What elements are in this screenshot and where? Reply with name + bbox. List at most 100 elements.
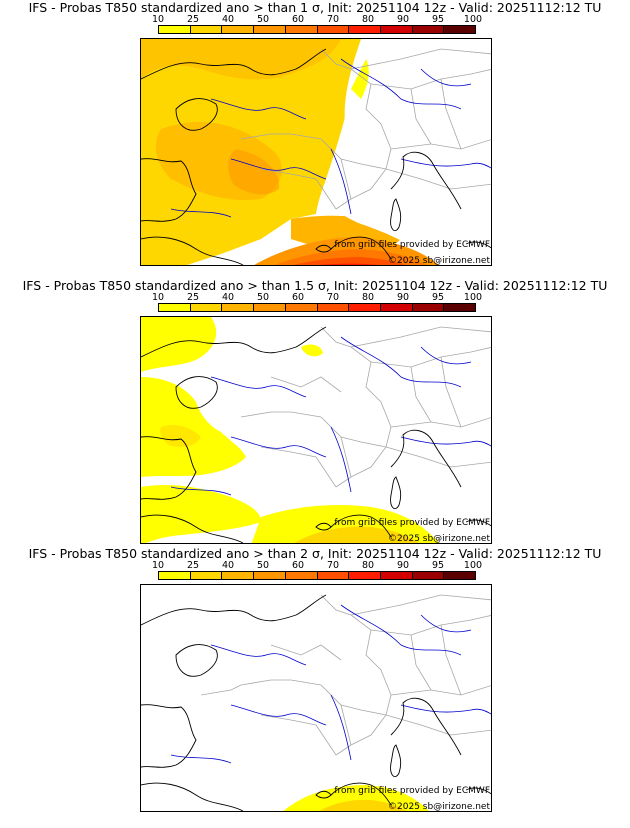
colorbar-label: 10 [151, 292, 165, 303]
colorbar-swatch [190, 26, 223, 33]
colorbar-label: 10 [151, 560, 165, 571]
colorbar-label: 90 [396, 292, 410, 303]
colorbar-swatch [349, 304, 381, 311]
fill-70-south [293, 257, 406, 265]
colorbar-swatch [380, 304, 413, 311]
colorbar-swatch [317, 26, 350, 33]
map-panel-1sigma: IFS - Probas T850 standardized ano > tha… [0, 0, 630, 270]
borders [200, 594, 491, 756]
map-panel-1.5sigma: IFS - Probas T850 standardized ano > tha… [0, 278, 630, 548]
colorbar-label: 95 [431, 560, 445, 571]
colorbar-label: 50 [256, 292, 270, 303]
credit-source: from grib files provided by ECMWF [334, 786, 490, 796]
panel-title: IFS - Probas T850 standardized ano > tha… [22, 278, 608, 293]
colorbar-swatch [254, 26, 286, 33]
colorbar-label: 80 [361, 292, 375, 303]
colorbar-label: 40 [221, 14, 235, 25]
colorbar-swatch [412, 572, 445, 579]
colorbar-swatch [190, 304, 223, 311]
colorbar [158, 571, 476, 580]
rivers [170, 336, 491, 496]
colorbar-label: 70 [326, 560, 340, 571]
colorbar-label: 100 [463, 560, 483, 571]
fill-25-med [319, 799, 407, 811]
map-svg [141, 594, 491, 811]
colorbar-label: 100 [463, 292, 483, 303]
colorbar-swatch [285, 572, 318, 579]
colorbar-swatch [285, 26, 318, 33]
colorbar-swatch [222, 26, 255, 33]
credit-copyright: ©2025 sb@irizone.net [388, 256, 490, 266]
colorbar-swatch [190, 572, 223, 579]
fill-80-south [318, 263, 380, 265]
colorbar-swatch [444, 26, 476, 33]
colorbar-swatch [412, 26, 445, 33]
colorbar-label: 10 [151, 14, 165, 25]
fill-40-center [228, 149, 280, 195]
colorbar-labels: 10 25 40 50 60 70 80 90 95 100 [152, 292, 482, 304]
colorbar [158, 303, 476, 312]
fill-east-clear [325, 39, 491, 265]
colorbar-label: 40 [221, 560, 235, 571]
fill-10-west [141, 317, 217, 372]
colorbar-label: 60 [291, 14, 305, 25]
colorbar-swatch [159, 572, 191, 579]
colorbar-label: 50 [256, 560, 270, 571]
coastlines [141, 326, 491, 543]
colorbar-label: 90 [396, 14, 410, 25]
borders [240, 48, 491, 210]
colorbar-swatch [222, 304, 255, 311]
probability-map [140, 316, 492, 544]
colorbar-swatch [285, 304, 318, 311]
credit-source: from grib files provided by ECMWF [334, 518, 490, 528]
probability-map [140, 38, 492, 266]
colorbar-swatch [159, 26, 191, 33]
colorbar-label: 25 [186, 560, 200, 571]
colorbar-swatch [444, 304, 476, 311]
colorbar-label: 60 [291, 292, 305, 303]
colorbar-label: 70 [326, 292, 340, 303]
coastlines [141, 48, 491, 265]
credit-copyright: ©2025 sb@irizone.net [388, 802, 490, 812]
colorbar-swatch [254, 572, 286, 579]
coastlines [141, 594, 491, 811]
colorbar-labels: 10 25 40 50 60 70 80 90 95 100 [152, 14, 482, 26]
colorbar-label: 90 [396, 560, 410, 571]
credit-source: from grib files provided by ECMWF [334, 240, 490, 250]
fill-10-patch [301, 344, 323, 357]
colorbar-labels: 10 25 40 50 60 70 80 90 95 100 [152, 560, 482, 572]
colorbar-swatch [412, 304, 445, 311]
colorbar-label: 50 [256, 14, 270, 25]
colorbar-label: 100 [463, 14, 483, 25]
colorbar-label: 60 [291, 560, 305, 571]
colorbar [158, 25, 476, 34]
colorbar-swatch [317, 304, 350, 311]
colorbar-swatch [254, 304, 286, 311]
borders [240, 326, 491, 488]
colorbar-swatch [349, 572, 381, 579]
fill-25-north [141, 39, 341, 80]
fill-10-westcoast [141, 377, 246, 457]
colorbar-swatch [317, 572, 350, 579]
map-svg [141, 39, 491, 265]
fill-25-biscay [160, 425, 201, 447]
fill-10-med [283, 785, 429, 811]
colorbar-label: 25 [186, 14, 200, 25]
map-svg [141, 317, 491, 543]
colorbar-swatch [380, 26, 413, 33]
probability-map [140, 584, 492, 812]
colorbar-swatch [444, 572, 476, 579]
panel-title: IFS - Probas T850 standardized ano > tha… [28, 0, 602, 15]
colorbar-label: 70 [326, 14, 340, 25]
panel-title: IFS - Probas T850 standardized ano > tha… [28, 546, 602, 561]
colorbar-swatch [380, 572, 413, 579]
colorbar-label: 80 [361, 560, 375, 571]
rivers [170, 58, 491, 218]
colorbar-label: 95 [431, 14, 445, 25]
colorbar-swatch [159, 304, 191, 311]
credit-copyright: ©2025 sb@irizone.net [388, 534, 490, 544]
rivers [170, 604, 491, 764]
colorbar-swatch [349, 26, 381, 33]
colorbar-label: 25 [186, 292, 200, 303]
colorbar-swatch [222, 572, 255, 579]
